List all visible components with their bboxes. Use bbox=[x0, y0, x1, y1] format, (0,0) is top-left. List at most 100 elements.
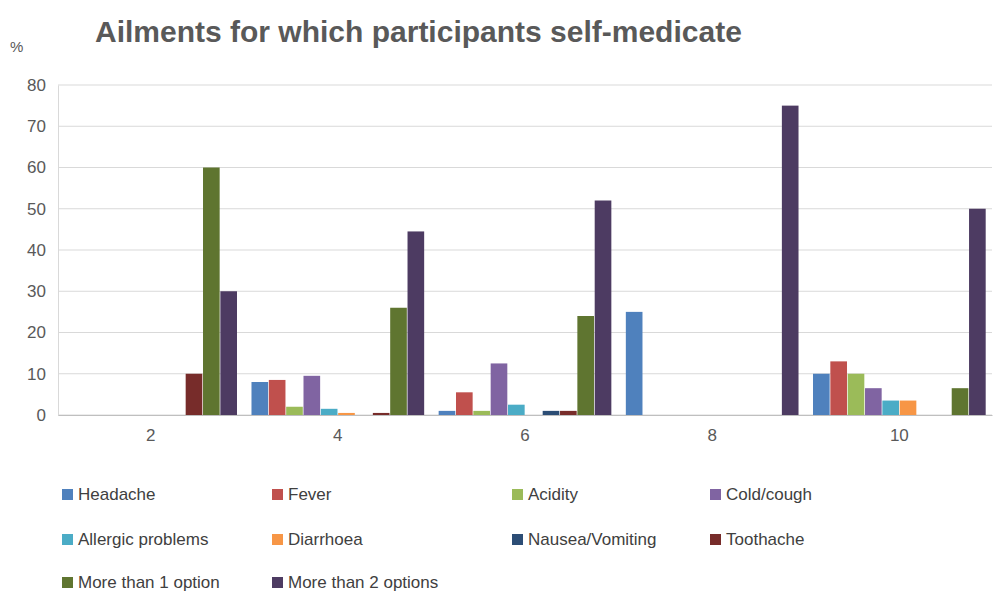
legend-item: More than 2 options bbox=[272, 573, 438, 592]
legend-item: Toothache bbox=[710, 530, 804, 549]
bar bbox=[713, 415, 730, 416]
x-axis-line bbox=[59, 415, 993, 416]
legend-swatch bbox=[512, 534, 523, 545]
bar bbox=[491, 363, 508, 415]
bar bbox=[186, 374, 203, 415]
bar bbox=[934, 415, 951, 416]
legend-item: Headache bbox=[62, 485, 156, 504]
bars bbox=[186, 106, 986, 415]
bar bbox=[373, 413, 390, 415]
bar bbox=[643, 415, 660, 416]
x-tick-label: 6 bbox=[520, 426, 529, 445]
bar bbox=[747, 415, 764, 416]
title: Ailments for which participants self-med… bbox=[95, 15, 742, 48]
grid-line bbox=[58, 291, 992, 292]
legend-swatch bbox=[62, 534, 73, 545]
grid-line bbox=[58, 167, 992, 168]
bar bbox=[151, 415, 168, 416]
bar bbox=[203, 168, 220, 416]
legend-label: Acidity bbox=[528, 485, 579, 504]
bar bbox=[439, 411, 456, 415]
y-tick-label: 30 bbox=[27, 282, 46, 301]
bar bbox=[508, 405, 525, 415]
series bbox=[269, 361, 847, 415]
x-tick: 10 bbox=[890, 415, 909, 445]
legend-swatch bbox=[272, 489, 283, 500]
legend-swatch bbox=[62, 577, 73, 588]
grid bbox=[58, 85, 992, 415]
series bbox=[203, 168, 968, 416]
legend: HeadacheFeverAcidityCold/coughAllergic p… bbox=[62, 485, 812, 592]
y-tick-label: 60 bbox=[27, 158, 46, 177]
bar bbox=[251, 382, 268, 415]
bar bbox=[952, 388, 969, 415]
grid-line bbox=[58, 85, 992, 86]
y-tick-label: 80 bbox=[27, 76, 46, 95]
bar bbox=[356, 415, 373, 416]
y-tick-label: 40 bbox=[27, 241, 46, 260]
legend-label: Headache bbox=[78, 485, 156, 504]
x-tick: 2 bbox=[146, 415, 155, 445]
bar bbox=[882, 401, 899, 415]
x-tick: 4 bbox=[333, 415, 342, 445]
legend-item: Cold/cough bbox=[710, 485, 812, 504]
bar bbox=[595, 201, 612, 416]
bar bbox=[321, 409, 338, 415]
legend-item: Acidity bbox=[512, 485, 579, 504]
y-axis: 0 10 20 30 40 50 60 70 80 bbox=[27, 76, 58, 425]
bar bbox=[116, 415, 133, 416]
bar bbox=[220, 291, 237, 415]
y-tick: 40 bbox=[27, 241, 58, 260]
y-tick-label: 50 bbox=[27, 200, 46, 219]
legend-swatch bbox=[710, 534, 721, 545]
bar bbox=[577, 316, 594, 415]
x-tick-label: 8 bbox=[707, 426, 716, 445]
y-tick: 20 bbox=[27, 323, 58, 342]
x-tick: 8 bbox=[707, 415, 716, 445]
bar bbox=[678, 415, 695, 416]
bar bbox=[900, 401, 917, 415]
bar bbox=[390, 308, 407, 415]
legend-item: More than 1 option bbox=[62, 573, 220, 592]
legend-swatch bbox=[710, 489, 721, 500]
legend-label: Fever bbox=[288, 485, 332, 504]
legend-item: Diarrhoea bbox=[272, 530, 363, 549]
y-axis-line bbox=[58, 86, 59, 416]
y-tick: 0 bbox=[37, 406, 58, 425]
legend-item: Nausea/Vomiting bbox=[512, 530, 657, 549]
series bbox=[251, 312, 829, 415]
x-tick-label: 2 bbox=[146, 426, 155, 445]
bar bbox=[408, 231, 425, 415]
y-tick-label: 10 bbox=[27, 365, 46, 384]
x-tick: 6 bbox=[520, 415, 529, 445]
bar bbox=[969, 209, 986, 415]
bar bbox=[64, 415, 81, 416]
y-tick-label: 70 bbox=[27, 117, 46, 136]
series bbox=[286, 374, 864, 415]
chart: Ailments for which participants self-med… bbox=[0, 0, 1008, 612]
bar bbox=[813, 374, 830, 415]
y-tick-label: 20 bbox=[27, 323, 46, 342]
bar bbox=[543, 411, 560, 415]
y-tick: 30 bbox=[27, 282, 58, 301]
y-tick: 70 bbox=[27, 117, 58, 136]
bar bbox=[286, 407, 303, 415]
legend-label: Cold/cough bbox=[726, 485, 812, 504]
series bbox=[338, 401, 916, 415]
grid-line bbox=[58, 208, 992, 209]
bar bbox=[830, 361, 847, 415]
bar bbox=[82, 415, 99, 416]
grid-line bbox=[58, 332, 992, 333]
bar bbox=[338, 413, 355, 415]
legend-label: More than 1 option bbox=[78, 573, 220, 592]
bar bbox=[303, 376, 320, 415]
legend-label: Nausea/Vomiting bbox=[528, 530, 657, 549]
legend-swatch bbox=[272, 534, 283, 545]
bar bbox=[626, 312, 643, 415]
bar bbox=[168, 415, 185, 416]
bar bbox=[661, 415, 678, 416]
y-tick: 50 bbox=[27, 200, 58, 219]
legend-label: Diarrhoea bbox=[288, 530, 363, 549]
bar bbox=[765, 415, 782, 416]
series bbox=[186, 374, 577, 415]
